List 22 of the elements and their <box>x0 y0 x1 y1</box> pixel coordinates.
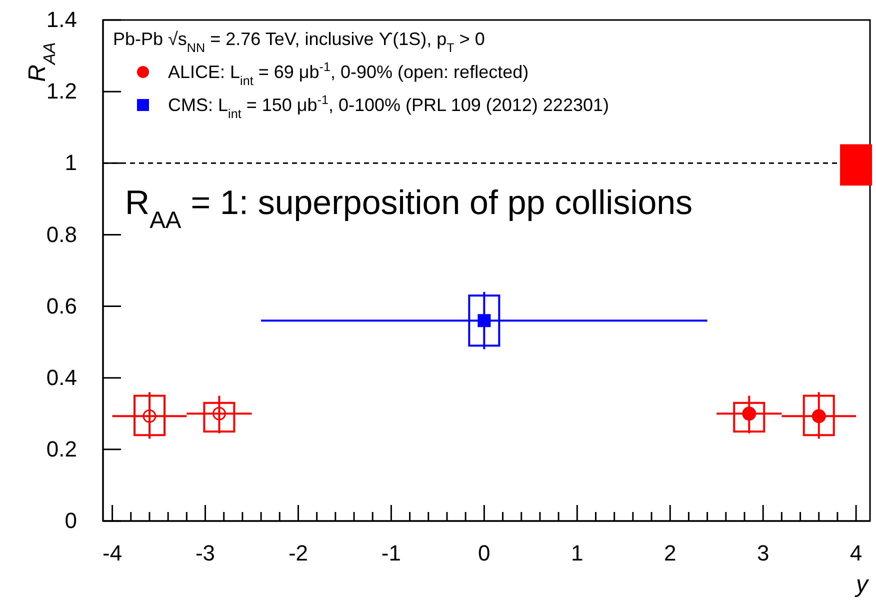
x-tick-label: 2 <box>664 540 676 566</box>
y-tick-label: 0.4 <box>46 364 77 390</box>
x-tick-label: -3 <box>195 540 216 566</box>
legend-label: CMS: L$_{int}$ = 150 μb$^{-1}$, 0-100% (PRL 109 (2012) 222301) <box>168 93 609 121</box>
y-tick-label: 0.2 <box>46 436 77 462</box>
legend-label: ALICE: L$_{int}$ = 69 μb$^{-1}$, 0-90% (open: reflected) <box>168 60 529 88</box>
x-tick-label: -1 <box>381 540 401 566</box>
y-tick-label: 0 <box>64 508 77 534</box>
y-tick-label: 1.4 <box>46 7 77 32</box>
y-tick-label: 1.2 <box>46 78 77 104</box>
x-tick-label: 4 <box>850 540 862 566</box>
x-tick-label: -4 <box>102 540 122 566</box>
x-tick-label: -2 <box>288 540 308 566</box>
x-axis-title: y <box>854 571 870 598</box>
x-tick-label: 0 <box>478 540 490 566</box>
legend-title: Pb-Pb √s$_{NN}$ = 2.76 TeV, inclusive ϒ(1S), p$_{T}$ > 0 <box>113 29 485 55</box>
y-tick-label: 0.8 <box>46 222 77 247</box>
y-tick-label: 0.6 <box>46 293 77 318</box>
annotation: R$_{AA}$ = 1: superposition of pp collisions <box>125 184 693 234</box>
x-tick-label: 3 <box>756 540 770 566</box>
y-tick-label: 1 <box>64 150 77 176</box>
x-tick-label: 1 <box>571 540 584 566</box>
